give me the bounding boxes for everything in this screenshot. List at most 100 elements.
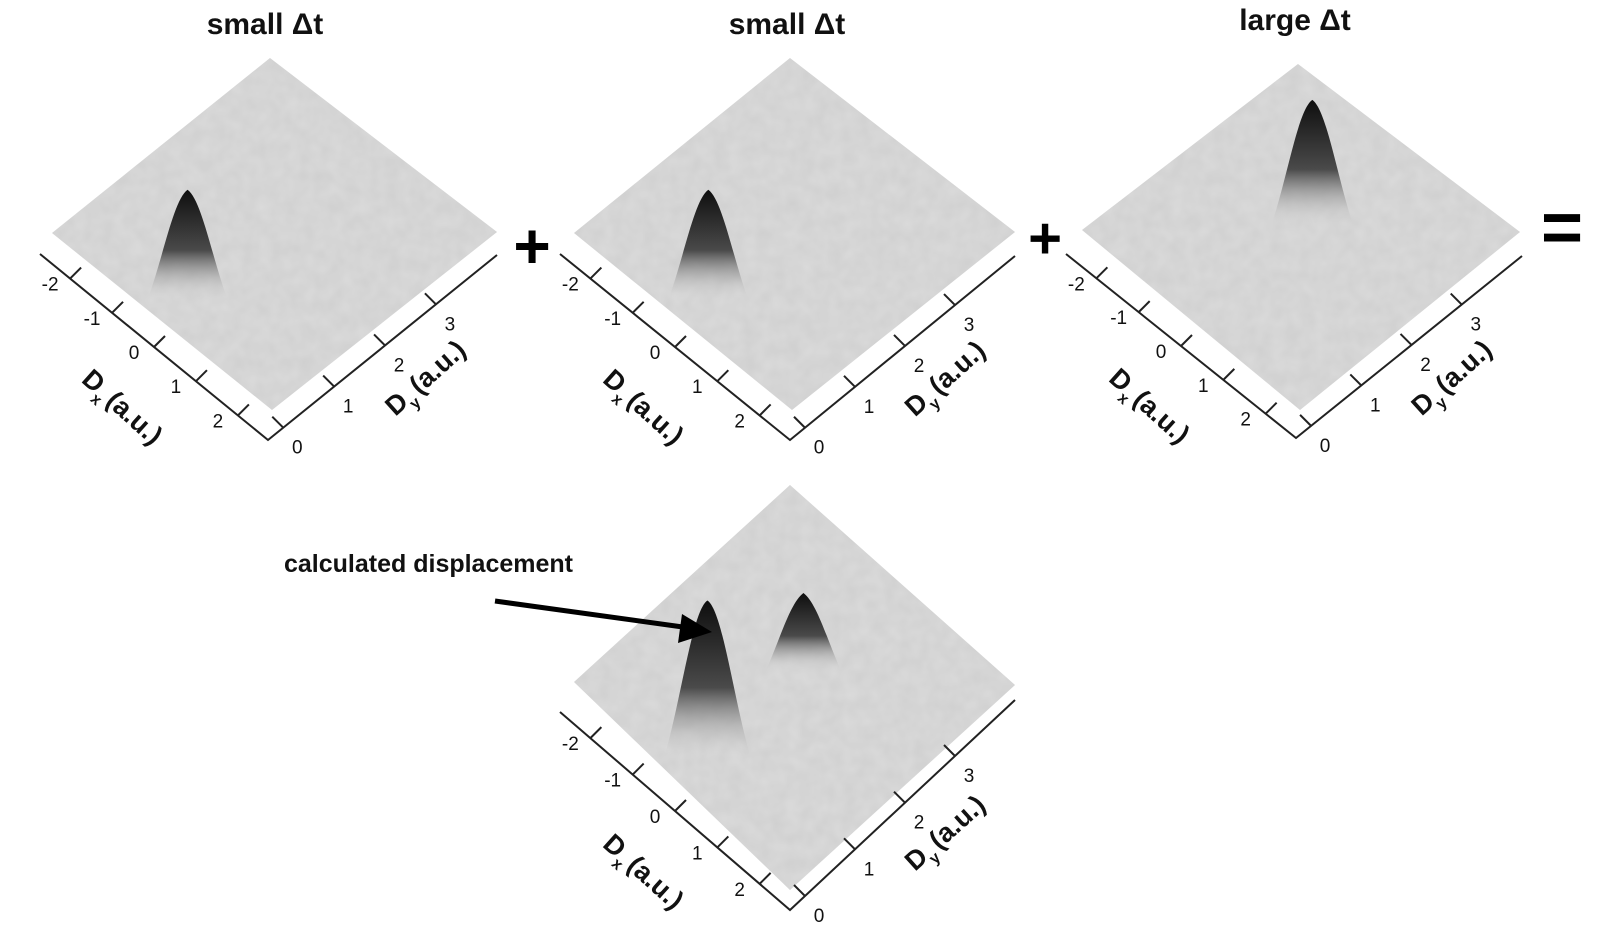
y-axis-title: Dy(a.u.)	[899, 789, 995, 881]
y-tick	[1399, 333, 1413, 346]
x-tick	[1222, 368, 1236, 381]
y-tick-label: 1	[864, 397, 875, 418]
x-tick-label: -1	[604, 309, 621, 330]
y-tick-label: 3	[445, 314, 456, 335]
x-tick	[758, 872, 772, 885]
correlation-peak	[663, 600, 752, 759]
plus-operator: +	[513, 210, 550, 282]
annotation-arrow	[494, 598, 712, 643]
y-tick	[424, 292, 437, 306]
y-tick-label: 3	[964, 766, 975, 787]
panel-small-dt-1: -2 -1 0 1 2 0 1 2 3 Dx(a.u.) Dy(a.u.) small Δt	[39, 8, 498, 459]
svg-text:Dx(a.u.): Dx(a.u.)	[593, 828, 689, 920]
x-tick-label: 2	[734, 411, 745, 432]
x-tick	[631, 301, 645, 314]
y-tick	[1299, 414, 1312, 427]
x-tick-label: -2	[42, 275, 59, 296]
y-tick-label: 2	[914, 813, 925, 834]
x-axis-title: Dx(a.u.)	[593, 828, 689, 920]
x-tick-label: 1	[692, 377, 703, 398]
correlation-peak	[668, 189, 749, 300]
x-tick	[1264, 402, 1278, 415]
y-tick-label: 0	[1320, 436, 1331, 457]
y-axis-title: Dy(a.u.)	[899, 335, 991, 422]
x-tick	[111, 301, 124, 314]
x-axis-title: Dx(a.u.)	[593, 363, 689, 455]
svg-text:Dx(a.u.): Dx(a.u.)	[72, 363, 168, 455]
x-tick-label: 1	[692, 843, 703, 864]
y-tick	[843, 375, 856, 388]
panel-title: small Δt	[729, 8, 846, 41]
y-tick	[322, 374, 335, 388]
axis-lines	[559, 253, 1016, 442]
x-tick-label: -1	[604, 771, 621, 792]
x-tick	[69, 266, 82, 280]
y-tick-label: 2	[394, 355, 405, 376]
panel-title: small Δt	[207, 8, 324, 41]
x-tick	[589, 726, 603, 739]
y-tick-label: 3	[1470, 315, 1481, 336]
x-tick	[758, 403, 772, 417]
panel-sum-result: -2 -1 0 1 2 0 1 2 3 Dx(a.u.) Dy(a.u.) calculated d…	[284, 485, 1016, 927]
x-tick	[237, 403, 250, 417]
annotation-label: calculated displacement	[284, 550, 574, 578]
x-tick-label: -2	[1068, 274, 1085, 295]
x-tick-label: 0	[650, 807, 661, 828]
y-axis-title: Dy(a.u.)	[379, 334, 475, 426]
x-axis-title: Dx(a.u.)	[1103, 362, 1195, 449]
correlation-peak	[1271, 99, 1354, 226]
axis-lines	[1065, 253, 1523, 440]
y-tick-label: 1	[864, 859, 875, 880]
y-tick	[893, 334, 906, 347]
x-tick	[674, 335, 687, 348]
y-tick-label: 0	[814, 438, 825, 459]
x-axis-title: Dx(a.u.)	[72, 363, 168, 455]
plus-operator: +	[1028, 206, 1062, 271]
svg-text:Dy(a.u.): Dy(a.u.)	[899, 789, 995, 881]
x-tick	[153, 335, 166, 348]
y-tick	[271, 415, 284, 429]
svg-text:Dy(a.u.): Dy(a.u.)	[379, 334, 475, 426]
y-axis-title: Dy(a.u.)	[1406, 334, 1502, 426]
y-tick-label: 0	[814, 906, 825, 927]
y-tick	[893, 790, 906, 804]
y-tick-label: 3	[964, 315, 975, 336]
panel-large-dt: -2 -1 0 1 2 0 1 2 3 Dx(a.u.) Dy(a.u.) large Δt	[1065, 4, 1523, 457]
y-tick	[943, 744, 956, 757]
x-tick	[716, 835, 730, 849]
axis-lines	[39, 253, 498, 442]
panel-small-dt-2: -2 -1 0 1 2 0 1 2 3 Dx(a.u.) Dy(a.u.) small Δt	[559, 8, 1016, 459]
y-tick	[793, 884, 806, 897]
svg-text:Dx(a.u.): Dx(a.u.)	[593, 363, 689, 455]
axis-lines	[559, 699, 1016, 912]
y-tick	[373, 333, 386, 347]
x-tick-label: -2	[562, 734, 579, 755]
x-tick	[1137, 300, 1151, 313]
y-tick-label: 1	[1370, 395, 1381, 416]
equals-operator: =	[1541, 188, 1583, 268]
y-tick-label: 0	[292, 438, 303, 459]
y-tick	[793, 416, 806, 429]
y-tick	[843, 837, 856, 851]
x-tick-label: 1	[171, 377, 182, 398]
y-tick	[1349, 373, 1362, 387]
svg-text:Dy(a.u.): Dy(a.u.)	[1406, 334, 1502, 426]
y-tick	[1450, 292, 1463, 306]
correlation-peak	[765, 592, 842, 671]
x-tick-label: 2	[213, 411, 224, 432]
x-tick-label: 0	[650, 343, 661, 364]
x-tick-label: 0	[129, 343, 140, 364]
y-tick-label: 2	[1420, 355, 1431, 376]
x-tick	[674, 799, 687, 812]
x-tick-label: 1	[1198, 376, 1209, 397]
x-tick	[589, 266, 603, 280]
panel-title: large Δt	[1239, 4, 1351, 37]
x-tick-label: -1	[1110, 308, 1127, 329]
x-tick	[1180, 334, 1193, 347]
x-tick	[195, 369, 208, 382]
x-tick	[716, 369, 730, 382]
x-tick-label: 0	[1156, 342, 1167, 363]
y-tick	[943, 293, 956, 306]
x-tick	[631, 762, 645, 776]
